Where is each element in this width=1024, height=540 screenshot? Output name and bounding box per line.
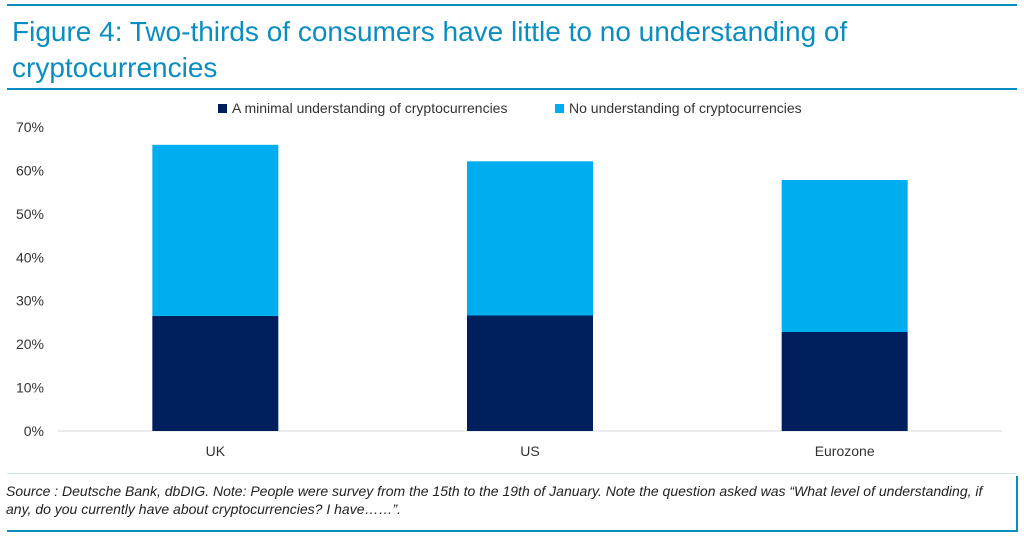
y-tick-label: 10% — [16, 380, 44, 396]
legend-item-minimal: A minimal understanding of cryptocurrenc… — [218, 100, 507, 116]
x-tick-label: Eurozone — [815, 443, 875, 459]
stacked-bar-chart: 0% 10% 20% 30% 40% 50% 60% 70% UK US Eurozone — [16, 119, 1002, 459]
title-rule — [7, 88, 1017, 90]
x-tick-label: US — [520, 443, 539, 459]
y-tick-label: 0% — [24, 423, 44, 439]
legend-item-none: No understanding of cryptocurrencies — [555, 100, 802, 116]
bar-eurozone-none — [781, 179, 908, 332]
legend-swatch-minimal — [218, 103, 227, 113]
bar-uk-minimal — [152, 315, 279, 431]
legend-label-none: No understanding of cryptocurrencies — [569, 100, 802, 116]
y-tick-label: 60% — [16, 162, 44, 178]
y-tick-label: 40% — [16, 249, 44, 265]
bar-us-minimal — [467, 315, 593, 431]
footer-divider — [7, 473, 1017, 474]
bar-us-none — [467, 161, 593, 316]
legend: A minimal understanding of cryptocurrenc… — [0, 100, 1024, 120]
source-note: Source : Deutsche Bank, dbDIG. Note: Peo… — [6, 483, 983, 517]
bottom-rule — [7, 530, 1017, 532]
top-rule — [7, 4, 1017, 6]
legend-label-minimal: A minimal understanding of cryptocurrenc… — [232, 100, 508, 116]
y-tick-label: 20% — [16, 336, 44, 352]
bar-uk-none — [152, 144, 279, 316]
y-tick-label: 70% — [16, 119, 44, 135]
bar-eurozone-minimal — [781, 331, 908, 431]
side-rule — [1016, 476, 1018, 532]
x-tick-label: UK — [206, 443, 226, 459]
legend-swatch-none — [555, 103, 564, 113]
chart-title: Figure 4: Two-thirds of consumers have l… — [12, 16, 848, 83]
y-tick-label: 30% — [16, 293, 44, 309]
y-tick-label: 50% — [16, 206, 44, 222]
